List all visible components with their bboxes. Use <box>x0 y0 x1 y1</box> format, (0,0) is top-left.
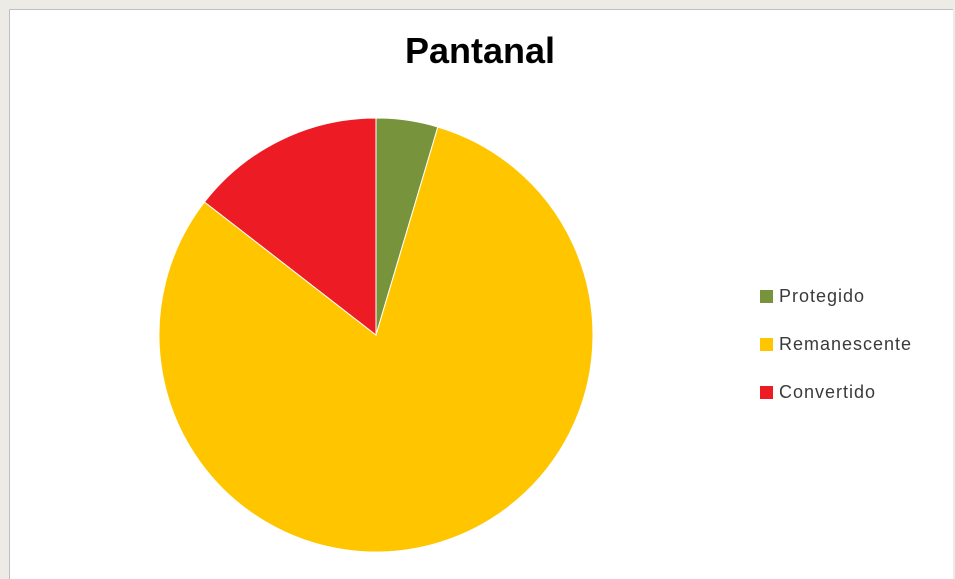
chart-legend: Protegido Remanescente Convertido <box>760 272 912 416</box>
legend-swatch-remanescente <box>760 337 773 351</box>
legend-label-remanescente: Remanescente <box>779 333 913 354</box>
legend-label-protegido: Protegido <box>779 285 866 306</box>
legend-item-remanescente[interactable]: Remanescente <box>760 320 912 368</box>
pie-slices <box>158 117 594 553</box>
chart-area <box>9 9 953 579</box>
pie-slice-remanescente[interactable] <box>158 126 594 553</box>
legend-swatch-convertido <box>760 385 773 399</box>
chart-title: Pantanal <box>404 30 556 71</box>
legend-item-protegido[interactable]: Protegido <box>760 272 912 320</box>
pie-slice-convertido[interactable] <box>203 117 377 337</box>
legend-swatch-protegido <box>760 289 773 303</box>
legend-label-convertido: Convertido <box>779 381 877 402</box>
legend-item-convertido[interactable]: Convertido <box>760 368 912 416</box>
